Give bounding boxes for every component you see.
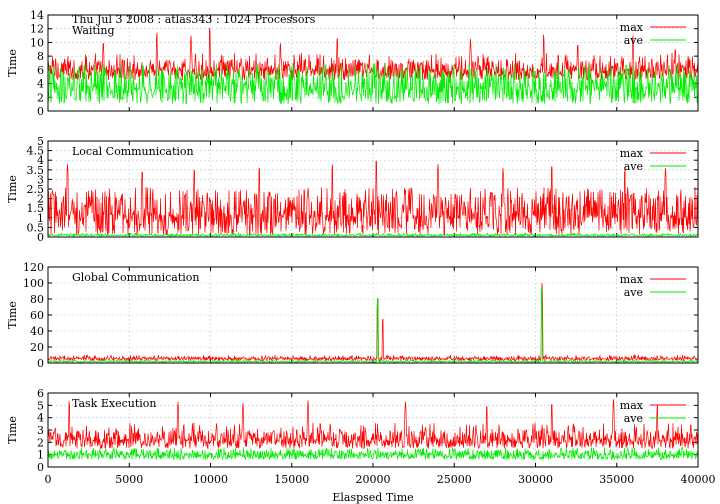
- y-tick-label: 14: [30, 9, 44, 22]
- y-tick-label: 1.5: [27, 202, 45, 215]
- plot-frame: [47, 392, 699, 468]
- y-tick-label: 10: [30, 36, 44, 49]
- legend-label-ave: ave: [624, 412, 643, 425]
- y-axis-title: Time: [6, 301, 19, 329]
- y-tick-label: 40: [30, 325, 44, 338]
- plot-frame: [47, 14, 699, 112]
- y-tick-label: 80: [30, 293, 44, 306]
- y-tick-label: 2: [37, 193, 44, 206]
- y-tick-label: 4.5: [27, 145, 45, 158]
- y-tick-label: 1: [37, 449, 44, 462]
- series-line-ave: [48, 231, 698, 237]
- x-tick-label: 35000: [599, 473, 634, 486]
- x-tick-label: 15000: [274, 473, 309, 486]
- y-tick-label: 120: [23, 261, 44, 274]
- plot-frame: [47, 140, 699, 238]
- y-tick-label: 4: [37, 154, 44, 167]
- x-tick-label: 25000: [437, 473, 472, 486]
- x-axis-title: Elaspsed Time: [332, 491, 413, 504]
- y-tick-label: 0.5: [27, 221, 45, 234]
- y-tick-label: 0: [37, 357, 44, 370]
- plot-frame: [47, 266, 699, 364]
- series-line-ave: [48, 63, 698, 105]
- y-tick-label: 20: [30, 341, 44, 354]
- legend-label-max: max: [620, 273, 644, 286]
- panel-title: Task Execution: [72, 397, 156, 410]
- x-tick-label: 30000: [518, 473, 553, 486]
- y-tick-label: 12: [30, 23, 44, 36]
- y-tick-label: 3: [37, 424, 44, 437]
- y-tick-label: 5: [37, 399, 44, 412]
- legend-label-ave: ave: [624, 160, 643, 173]
- panel-title: Global Communication: [72, 271, 200, 284]
- y-tick-label: 0: [37, 105, 44, 118]
- y-axis-title: Time: [6, 175, 19, 203]
- y-axis-title: Time: [6, 49, 19, 77]
- legend-label-ave: ave: [624, 286, 643, 299]
- chart-panel-2: 00.511.522.533.544.55 Local Communication…: [6, 135, 699, 244]
- y-tick-label: 3.5: [27, 164, 45, 177]
- series-line-max: [48, 161, 698, 236]
- y-tick-label: 4: [37, 412, 44, 425]
- y-tick-label: 5: [37, 135, 44, 148]
- y-tick-label: 0: [37, 231, 44, 244]
- series-line-ave: [48, 286, 698, 363]
- legend-label-max: max: [620, 147, 644, 160]
- chart-panel-3: 0 20 40 60 80 100 120 Global Communication Time m…: [6, 261, 699, 370]
- y-tick-label: 0: [37, 461, 44, 474]
- legend-label-max: max: [620, 399, 644, 412]
- y-tick-label: 6: [37, 387, 44, 400]
- y-tick-label: 1: [37, 212, 44, 225]
- y-tick-label: 60: [30, 309, 44, 322]
- y-tick-label: 8: [37, 50, 44, 63]
- x-tick-label: 40000: [681, 473, 716, 486]
- legend-label-max: max: [620, 21, 644, 34]
- panel-title: Local Communication: [72, 145, 194, 158]
- y-tick-label: 3: [37, 173, 44, 186]
- series-line-max: [48, 399, 698, 450]
- y-tick-label: 2.5: [27, 183, 45, 196]
- legend-label-ave: ave: [624, 34, 643, 47]
- x-tick-label: 10000: [193, 473, 228, 486]
- series-line-ave: [48, 446, 698, 461]
- y-tick-label: 4: [37, 78, 44, 91]
- panel-title: Waiting: [72, 24, 115, 37]
- x-tick-label: 0: [45, 473, 52, 486]
- y-axis-title: Time: [6, 416, 19, 444]
- x-tick-label: 5000: [115, 473, 143, 486]
- run-info-label: Thu Jul 3 2008 : atlas343 : 1024 Process…: [72, 13, 316, 26]
- series-line-max: [48, 282, 698, 362]
- y-tick-label: 2: [37, 436, 44, 449]
- y-tick-label: 6: [37, 64, 44, 77]
- y-tick-label: 2: [37, 91, 44, 104]
- y-tick-label: 100: [23, 277, 44, 290]
- x-tick-label: 20000: [356, 473, 391, 486]
